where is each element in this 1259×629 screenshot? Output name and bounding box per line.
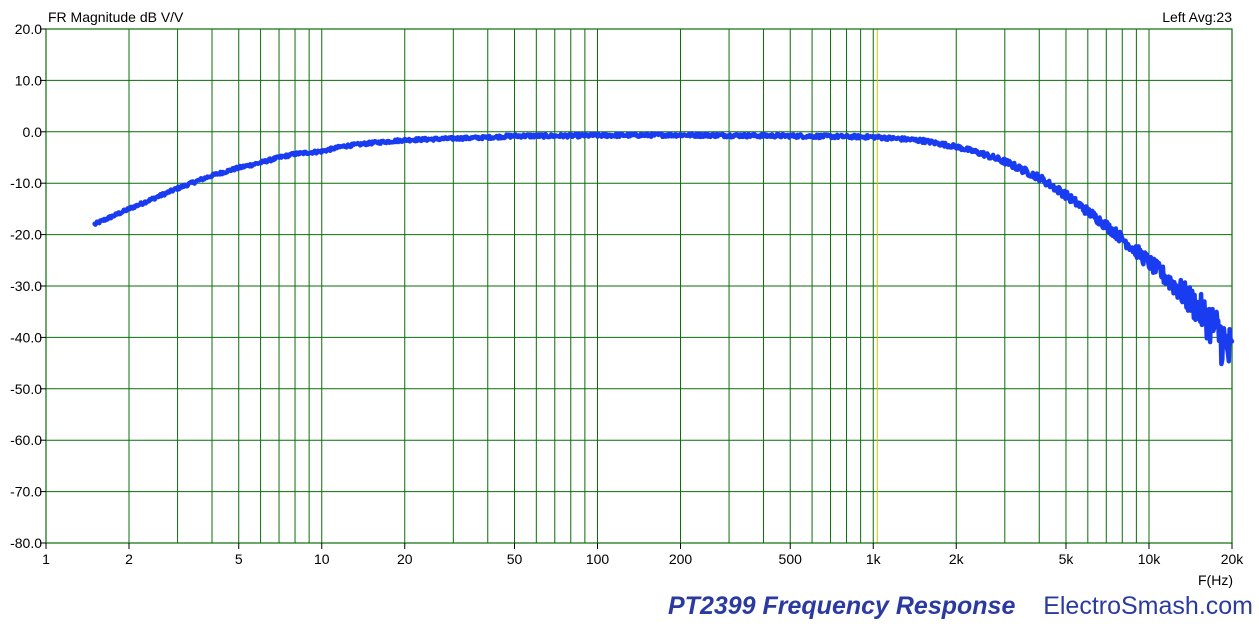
y-tick-label: -40.0: [10, 329, 42, 345]
x-tick-label: 50: [507, 551, 523, 567]
y-tick-label: 10.0: [15, 72, 42, 88]
x-tick-label: 500: [779, 551, 803, 567]
y-tick-label: -70.0: [10, 484, 42, 500]
y-tick-label: 0.0: [23, 124, 43, 140]
x-tick-label: 10: [314, 551, 330, 567]
x-tick-label: 1: [42, 551, 50, 567]
x-axis-label: F(Hz): [1198, 572, 1233, 588]
y-tick-label: -30.0: [10, 278, 42, 294]
brand-name: ElectroSmash.com: [1043, 592, 1253, 620]
x-tick-label: 10k: [1138, 551, 1162, 567]
channel-average-info: Left Avg:23: [1162, 9, 1232, 25]
response-curve: [92, 131, 1235, 367]
x-tick-label: 5k: [1059, 551, 1075, 567]
x-tick-label: 200: [669, 551, 693, 567]
x-tick-label: 2k: [949, 551, 965, 567]
x-tick-label: 20: [397, 551, 413, 567]
x-tick-label: 20k: [1221, 551, 1245, 567]
y-tick-label: -10.0: [10, 175, 42, 191]
x-tick-label: 100: [586, 551, 610, 567]
y-tick-label: -60.0: [10, 432, 42, 448]
y-tick-label: 20.0: [15, 21, 42, 37]
y-tick-label: -20.0: [10, 227, 42, 243]
y-tick-label: -50.0: [10, 381, 42, 397]
plot-title: FR Magnitude dB V/V: [48, 9, 184, 25]
x-tick-label: 1k: [866, 551, 882, 567]
x-tick-label: 2: [125, 551, 133, 567]
x-tick-label: 5: [235, 551, 243, 567]
chart-caption: PT2399 Frequency Response: [668, 592, 1016, 620]
y-tick-label: -80.0: [10, 535, 42, 551]
